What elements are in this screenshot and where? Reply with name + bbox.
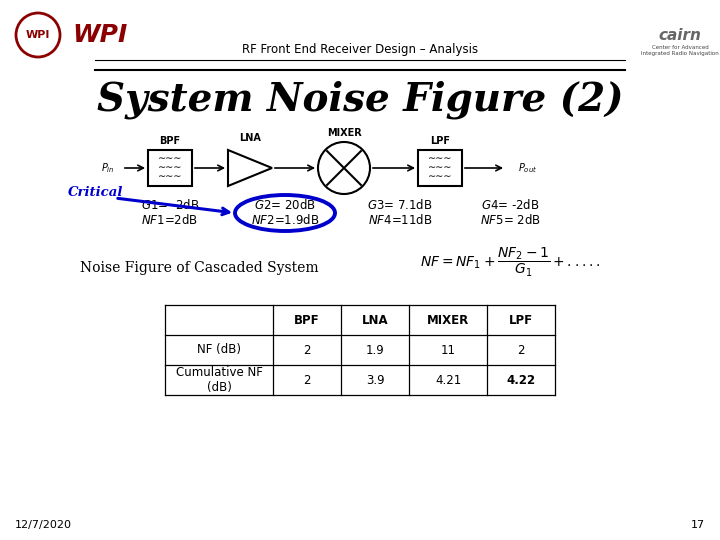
Text: 11: 11 — [441, 343, 456, 356]
Text: 1.9: 1.9 — [366, 343, 384, 356]
Text: 4.22: 4.22 — [506, 374, 536, 387]
Text: $\it{G4}$= -2dB: $\it{G4}$= -2dB — [481, 198, 539, 212]
Text: LPF: LPF — [509, 314, 533, 327]
Text: $P_{out}$: $P_{out}$ — [518, 161, 537, 175]
Text: MIXER: MIXER — [327, 128, 361, 138]
Text: $\it{NF4}$=11dB: $\it{NF4}$=11dB — [368, 213, 432, 227]
Bar — [418, 150, 462, 186]
Text: LPF: LPF — [430, 136, 450, 146]
Text: $\it{NF5}$= 2dB: $\it{NF5}$= 2dB — [480, 213, 541, 227]
Text: ∼∼∼: ∼∼∼ — [428, 171, 452, 181]
Text: MIXER: MIXER — [427, 314, 469, 327]
Text: ∼∼∼: ∼∼∼ — [158, 153, 182, 163]
Text: $\it{NF2}$=1.9dB: $\it{NF2}$=1.9dB — [251, 213, 319, 227]
Text: 4.21: 4.21 — [435, 374, 461, 387]
Text: Noise Figure of Cascaded System: Noise Figure of Cascaded System — [80, 261, 319, 275]
Text: $\it{G2}$= 20dB: $\it{G2}$= 20dB — [254, 198, 316, 212]
Text: $\it{G1}$= -2dB: $\it{G1}$= -2dB — [140, 198, 199, 212]
Text: ∼∼∼: ∼∼∼ — [158, 171, 182, 181]
Text: ∼∼∼: ∼∼∼ — [428, 162, 452, 172]
Text: NF (dB): NF (dB) — [197, 343, 241, 356]
Circle shape — [318, 142, 370, 194]
Text: Critical: Critical — [68, 186, 123, 199]
Text: LNA: LNA — [239, 133, 261, 143]
Text: $P_{in}$: $P_{in}$ — [102, 161, 114, 175]
Text: Cumulative NF
(dB): Cumulative NF (dB) — [176, 366, 262, 394]
Text: LNA: LNA — [361, 314, 388, 327]
Text: cairn: cairn — [659, 28, 701, 43]
Text: 2: 2 — [303, 374, 311, 387]
Text: $NF = NF_1 + \dfrac{NF_2 - 1}{G_1} + .....$: $NF = NF_1 + \dfrac{NF_2 - 1}{G_1} + ...… — [420, 245, 600, 279]
Polygon shape — [228, 150, 272, 186]
Text: $\it{NF1}$=2dB: $\it{NF1}$=2dB — [141, 213, 199, 227]
Text: WPI: WPI — [72, 23, 127, 47]
Circle shape — [16, 13, 60, 57]
Text: ∼∼∼: ∼∼∼ — [428, 153, 452, 163]
Text: Center for Advanced
Integrated Radio Navigation: Center for Advanced Integrated Radio Nav… — [641, 45, 719, 56]
Text: WPI: WPI — [26, 30, 50, 40]
Text: System Noise Figure (2): System Noise Figure (2) — [96, 81, 624, 119]
Text: 3.9: 3.9 — [366, 374, 384, 387]
Text: RF Front End Receiver Design – Analysis: RF Front End Receiver Design – Analysis — [242, 44, 478, 57]
Text: 17: 17 — [691, 520, 705, 530]
Bar — [148, 150, 192, 186]
Text: 2: 2 — [303, 343, 311, 356]
Text: BPF: BPF — [294, 314, 320, 327]
Text: $\it{G3}$= 7.1dB: $\it{G3}$= 7.1dB — [367, 198, 433, 212]
Text: BPF: BPF — [159, 136, 181, 146]
Text: 2: 2 — [517, 343, 525, 356]
Text: 12/7/2020: 12/7/2020 — [15, 520, 72, 530]
Text: ∼∼∼: ∼∼∼ — [158, 162, 182, 172]
